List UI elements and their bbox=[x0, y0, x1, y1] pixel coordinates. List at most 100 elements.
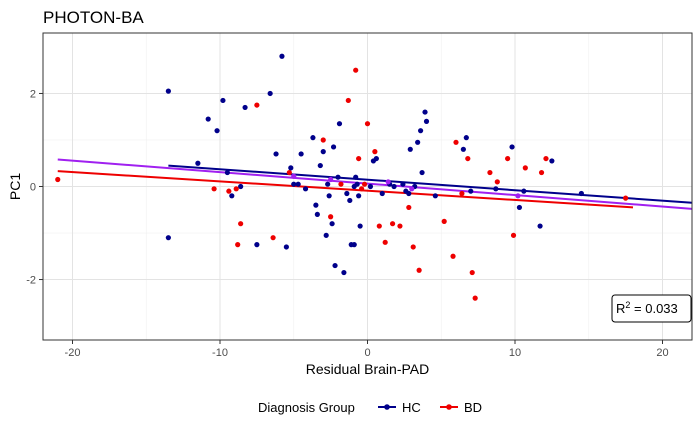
plot-panel bbox=[42, 32, 693, 341]
data-point bbox=[367, 183, 374, 190]
legend-label: BD bbox=[464, 400, 482, 415]
chart-title: PHOTON-BA bbox=[43, 8, 144, 27]
data-point bbox=[323, 232, 329, 238]
fit-line bbox=[57, 158, 693, 210]
y-tick-label: 2 bbox=[30, 88, 36, 100]
data-point bbox=[338, 181, 344, 187]
data-point bbox=[493, 186, 499, 192]
data-point bbox=[233, 186, 239, 192]
data-point bbox=[254, 242, 260, 248]
data-point bbox=[509, 144, 515, 150]
data-point bbox=[330, 144, 337, 150]
data-point bbox=[235, 242, 241, 248]
data-point bbox=[347, 197, 353, 204]
data-point bbox=[432, 193, 438, 199]
x-tick-label: 0 bbox=[364, 347, 370, 359]
data-point bbox=[422, 109, 428, 115]
data-point bbox=[310, 135, 316, 141]
data-point bbox=[351, 242, 357, 248]
legend: Diagnosis Group HC BD bbox=[258, 400, 482, 415]
data-point bbox=[450, 253, 456, 259]
data-point bbox=[522, 165, 528, 171]
data-point bbox=[286, 169, 292, 176]
data-point bbox=[407, 146, 413, 152]
data-point bbox=[341, 269, 347, 276]
data-point bbox=[335, 174, 341, 180]
data-point bbox=[487, 169, 493, 176]
data-point bbox=[469, 269, 475, 276]
data-point bbox=[423, 118, 430, 124]
data-point bbox=[329, 221, 335, 227]
data-point bbox=[336, 121, 343, 127]
data-point bbox=[372, 149, 378, 155]
data-point bbox=[354, 181, 360, 187]
data-point bbox=[459, 190, 465, 197]
data-point bbox=[242, 104, 248, 111]
data-point bbox=[238, 183, 244, 190]
y-tick-label: 0 bbox=[30, 182, 36, 194]
x-tick-label: 10 bbox=[509, 347, 521, 359]
data-point bbox=[298, 151, 304, 157]
grid bbox=[43, 33, 692, 340]
data-point bbox=[441, 218, 447, 224]
data-point bbox=[549, 158, 555, 164]
data-point bbox=[345, 97, 351, 104]
data-point bbox=[195, 160, 201, 166]
data-point bbox=[397, 223, 403, 229]
data-point bbox=[373, 155, 379, 162]
data-point bbox=[283, 244, 289, 250]
data-point bbox=[220, 97, 226, 104]
legend-label: HC bbox=[402, 400, 421, 415]
legend-key-point bbox=[384, 404, 390, 410]
data-point bbox=[226, 188, 232, 194]
data-points bbox=[55, 53, 629, 301]
y-axis-ticks: -2 0 2 bbox=[26, 88, 43, 287]
data-point bbox=[229, 193, 235, 199]
data-point bbox=[515, 193, 521, 199]
data-point bbox=[538, 169, 545, 176]
data-point bbox=[410, 244, 416, 250]
data-point bbox=[302, 186, 309, 192]
data-point bbox=[463, 135, 469, 141]
data-point bbox=[291, 173, 297, 179]
data-point bbox=[295, 181, 301, 187]
data-point bbox=[353, 174, 359, 180]
data-point bbox=[320, 137, 326, 143]
data-point bbox=[254, 102, 260, 108]
data-point bbox=[494, 179, 500, 185]
data-point bbox=[379, 190, 385, 197]
data-point bbox=[465, 155, 471, 162]
data-point bbox=[537, 223, 543, 229]
data-point bbox=[418, 128, 424, 134]
data-point bbox=[416, 267, 422, 273]
data-point bbox=[453, 139, 459, 145]
data-point bbox=[270, 235, 276, 241]
data-point bbox=[385, 179, 391, 185]
data-point bbox=[382, 239, 388, 245]
legend-key-point bbox=[446, 404, 452, 410]
data-point bbox=[391, 183, 397, 190]
data-point bbox=[165, 88, 171, 94]
data-point bbox=[328, 176, 334, 183]
data-point bbox=[359, 186, 365, 192]
data-point bbox=[510, 232, 517, 238]
data-point bbox=[344, 190, 350, 197]
data-point bbox=[328, 214, 334, 220]
data-point bbox=[505, 155, 511, 162]
data-point bbox=[211, 186, 217, 192]
data-point bbox=[460, 146, 466, 152]
data-point bbox=[325, 181, 331, 187]
data-point bbox=[55, 176, 61, 183]
data-point bbox=[238, 221, 244, 227]
data-point bbox=[326, 193, 332, 199]
data-point bbox=[376, 223, 382, 229]
data-point bbox=[332, 262, 338, 269]
y-axis-title: PC1 bbox=[7, 173, 23, 200]
data-point bbox=[288, 165, 294, 171]
data-point bbox=[205, 116, 211, 122]
data-point bbox=[472, 295, 478, 301]
fit-lines bbox=[57, 158, 693, 210]
data-point bbox=[406, 190, 412, 197]
data-point bbox=[314, 211, 320, 218]
